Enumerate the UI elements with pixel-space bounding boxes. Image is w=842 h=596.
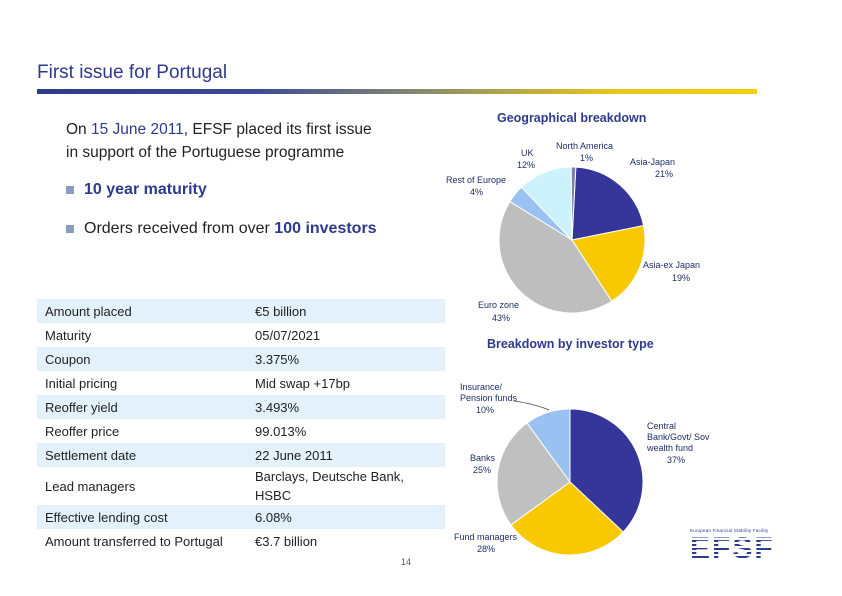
term-value: 99.013% [255, 423, 307, 439]
logo-word: EFSF [690, 534, 800, 564]
term-value: 3.375% [255, 351, 300, 367]
term-value: 05/07/2021 [255, 327, 321, 343]
bullet-orders: Orders received from over 100 investors [66, 220, 377, 238]
term-value: Barclays, Deutsche Bank, HSBC [255, 469, 404, 503]
bullet-square-icon [66, 225, 74, 233]
pie-label-name: Asia-ex Japan [643, 260, 700, 270]
term-value: 22 June 2011 [255, 447, 333, 463]
pie-label-name: Bank/Govt/ Sov [647, 432, 710, 442]
term-value: 3.493% [255, 399, 300, 415]
table-row: Amount transferred to Portugal €3.7 billi… [37, 529, 445, 553]
term-label: Maturity [45, 327, 92, 343]
pie-label-value: 43% [492, 313, 510, 323]
geo-chart-title: Geographical breakdown [497, 111, 647, 125]
page-number: 14 [401, 557, 412, 567]
pie-label-name: Insurance/ [460, 382, 503, 392]
pie-slice-north-america [570, 166, 577, 241]
term-label: Lead managers [45, 478, 136, 494]
pie-label-name: wealth fund [646, 443, 693, 453]
pie-label-name: Banks [470, 453, 496, 463]
intro-prefix: On [66, 121, 91, 138]
table-row: Maturity 05/07/2021 [37, 323, 445, 347]
title-rule [37, 89, 757, 94]
table-row: Reoffer price 99.013% [37, 419, 445, 443]
intro-date: 15 June 2011 [90, 121, 184, 138]
pie-label-name: Euro zone [478, 300, 519, 310]
table-row: Amount placed €5 billion [37, 299, 445, 323]
pie-slice-banks [496, 422, 571, 526]
table-row: Reoffer yield 3.493% [37, 395, 445, 419]
bullet-maturity-text: 10 year maturity [84, 181, 207, 198]
pie-label-value: 1% [580, 153, 593, 163]
leader-line [513, 400, 550, 411]
page-title: First issue for Portugal [37, 62, 228, 83]
pie-label-name: UK [521, 148, 534, 158]
pie-label-name: Rest of Europe [446, 175, 506, 185]
term-value: €3.7 billion [255, 533, 318, 549]
pie-label-value: 4% [470, 187, 483, 197]
term-label: Reoffer yield [45, 399, 118, 415]
pie-label-name: Central [647, 421, 676, 431]
pie-label-name: Asia-Japan [630, 157, 675, 167]
term-label: Initial pricing [45, 375, 118, 391]
pie-slice-asia-ex-japan [571, 224, 646, 302]
logo-tagline: European Financial Stability Facility [690, 528, 769, 533]
pie-label-value: 21% [655, 169, 673, 179]
table-row: Coupon 3.375% [37, 347, 445, 371]
term-value: Mid swap +17bp [255, 375, 351, 391]
pie-slice-central-bank-govt-sov-wealth-fund [569, 408, 644, 533]
bullet-maturity: 10 year maturity [66, 181, 207, 199]
pie-slice-insurance-pension-funds [526, 408, 571, 484]
pie-label-name: North America [556, 141, 613, 151]
pie-label-value: 10% [476, 405, 494, 415]
term-label: Amount placed [45, 303, 132, 319]
term-label: Reoffer price [45, 423, 120, 439]
table-row: Settlement date 22 June 2011 [37, 443, 445, 467]
term-label: Coupon [45, 351, 91, 367]
pie-label-value: 28% [477, 544, 495, 554]
pie-label-value: 12% [517, 160, 535, 170]
pie-label-name: Fund managers [454, 532, 518, 542]
investor-chart-title: Breakdown by investor type [487, 337, 654, 351]
table-row: Effective lending cost 6.08% [37, 505, 445, 529]
pie-slice-asia-japan [571, 166, 645, 241]
pie-slice-euro-zone [498, 200, 613, 314]
bullet-orders-highlight: 100 investors [274, 220, 377, 237]
intro-line2: in support of the Portuguese programme [66, 144, 345, 161]
term-value: 6.08% [255, 509, 292, 525]
term-label: Settlement date [45, 447, 137, 463]
bullet-orders-text: Orders received from over [84, 220, 270, 237]
table-row: Lead managers Barclays, Deutsche Bank, HS… [37, 467, 445, 505]
term-value: €5 billion [255, 303, 307, 319]
term-label: Amount transferred to Portugal [45, 533, 223, 549]
pie-label-name: Pension funds [460, 393, 518, 403]
pie-label-value: 19% [672, 273, 690, 283]
pie-slice-fund-managers [510, 481, 624, 556]
table-row: Initial pricing Mid swap +17bp [37, 371, 445, 395]
bullet-square-icon [66, 186, 74, 194]
pie-label-value: 25% [473, 465, 491, 475]
term-label: Effective lending cost [45, 509, 168, 525]
intro-text: On 15 June 2011, EFSF placed its first i… [66, 118, 446, 164]
pie-label-value: 37% [667, 455, 685, 465]
terms-table: Amount placed €5 billion Maturity 05/07/20… [37, 299, 445, 553]
efsf-logo: European Financial Stability Facility EF… [690, 528, 800, 564]
intro-suffix: , EFSF placed its first issue [183, 121, 372, 138]
